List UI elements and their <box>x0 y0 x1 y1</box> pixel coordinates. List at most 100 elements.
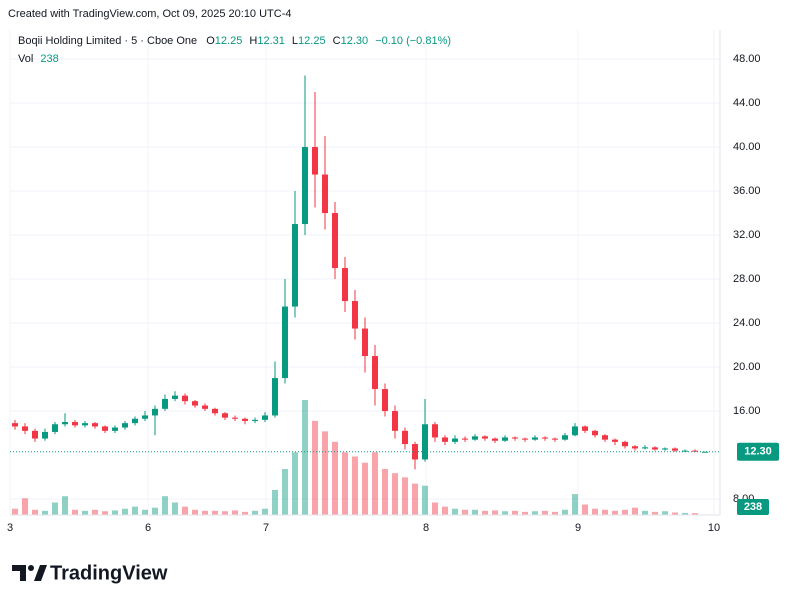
candle-body <box>482 436 488 438</box>
candle-body <box>242 419 248 421</box>
volume-bar <box>402 477 408 515</box>
volume-bar <box>282 469 288 515</box>
volume-bar <box>432 502 438 515</box>
volume-bar <box>492 510 498 515</box>
volume-bar <box>292 452 298 515</box>
candle-body <box>642 447 648 448</box>
candle-body <box>192 401 198 405</box>
volume-bar <box>452 509 458 515</box>
volume-bar <box>342 452 348 515</box>
o-value: 12.25 <box>215 35 243 47</box>
candle-body <box>152 409 158 416</box>
y-tick-label: 36.00 <box>733 185 761 197</box>
volume-bar <box>662 511 668 515</box>
volume-bar <box>372 452 378 515</box>
change: −0.10 (−0.81%) <box>375 35 451 47</box>
y-tick-label: 24.00 <box>733 317 761 329</box>
volume-bar <box>42 511 48 515</box>
volume-bar <box>192 510 198 515</box>
candle-body <box>522 439 528 440</box>
x-tick-label: 8 <box>423 522 429 534</box>
volume-bar <box>332 442 338 515</box>
candle-body <box>372 356 378 389</box>
l-value: 12.25 <box>298 35 326 47</box>
candle-body <box>252 420 258 421</box>
volume-bar <box>482 511 488 515</box>
volume-bar <box>362 463 368 515</box>
volume-bar <box>152 508 158 515</box>
vol-value: 238 <box>40 53 58 65</box>
volume-bar <box>62 496 68 515</box>
candle-body <box>492 439 498 441</box>
y-tick-label: 40.00 <box>733 141 761 153</box>
y-tick-label: 20.00 <box>733 361 761 373</box>
volume-bar <box>412 484 418 515</box>
candle-body <box>632 446 638 448</box>
vol-label: Vol <box>18 53 33 65</box>
candle-body <box>602 435 608 439</box>
candle-body <box>302 147 308 224</box>
volume-bar <box>472 510 478 515</box>
candle-body <box>232 418 238 419</box>
last-price-label: 12.30 <box>744 446 772 458</box>
volume-bar <box>542 511 548 515</box>
candle-body <box>172 396 178 399</box>
c-value: 12.30 <box>341 35 369 47</box>
volume-bar <box>32 510 38 515</box>
candle-body <box>272 378 278 415</box>
volume-bar <box>202 511 208 515</box>
y-tick-label: 44.00 <box>733 97 761 109</box>
h-value: 12.31 <box>257 35 285 47</box>
candle-body <box>292 224 298 307</box>
candle-body <box>12 423 18 426</box>
volume-label: 238 <box>744 501 762 513</box>
candle-body <box>262 415 268 419</box>
candle-body <box>162 399 168 409</box>
volume-bar <box>532 511 538 515</box>
volume-bar <box>592 509 598 515</box>
volume-bar <box>22 498 28 515</box>
candle-body <box>32 431 38 439</box>
y-tick-label: 16.00 <box>733 405 761 417</box>
volume-bar <box>622 510 628 515</box>
candle-body <box>442 437 448 441</box>
volume-bar <box>182 507 188 515</box>
candle-body <box>212 409 218 413</box>
volume-bar <box>132 507 138 515</box>
candle-body <box>542 437 548 438</box>
volume-bar <box>82 511 88 515</box>
candle-body <box>622 442 628 446</box>
volume-bar <box>442 507 448 515</box>
candle-body <box>392 411 398 431</box>
candle-body <box>662 448 668 449</box>
volume-bar <box>462 510 468 515</box>
volume-bar <box>272 490 278 515</box>
volume-bar <box>322 431 328 515</box>
candle-body <box>452 439 458 442</box>
volume-bar <box>122 509 128 515</box>
volume-bar <box>222 511 228 515</box>
volume-bar <box>642 511 648 515</box>
candle-body <box>432 424 438 437</box>
candle-body <box>42 432 48 439</box>
symbol: Boqii Holding Limited · 5 · Cboe One <box>18 35 197 47</box>
candle-body <box>132 419 138 423</box>
candle-body <box>182 396 188 402</box>
candle-body <box>382 389 388 411</box>
candle-body <box>702 452 708 453</box>
volume-bar <box>212 511 218 515</box>
logo-dot <box>28 565 34 571</box>
candle-body <box>282 307 288 379</box>
candle-body <box>362 329 368 357</box>
candle-body <box>122 423 128 427</box>
x-tick-label: 10 <box>708 522 720 534</box>
candle-body <box>72 422 78 425</box>
candle-body <box>402 431 408 444</box>
candle-body <box>502 437 508 440</box>
volume-bar <box>512 511 518 515</box>
candle-body <box>552 439 558 440</box>
x-tick-label: 7 <box>263 522 269 534</box>
volume-bar <box>572 494 578 515</box>
volume-bar <box>632 508 638 515</box>
candle-body <box>202 406 208 409</box>
